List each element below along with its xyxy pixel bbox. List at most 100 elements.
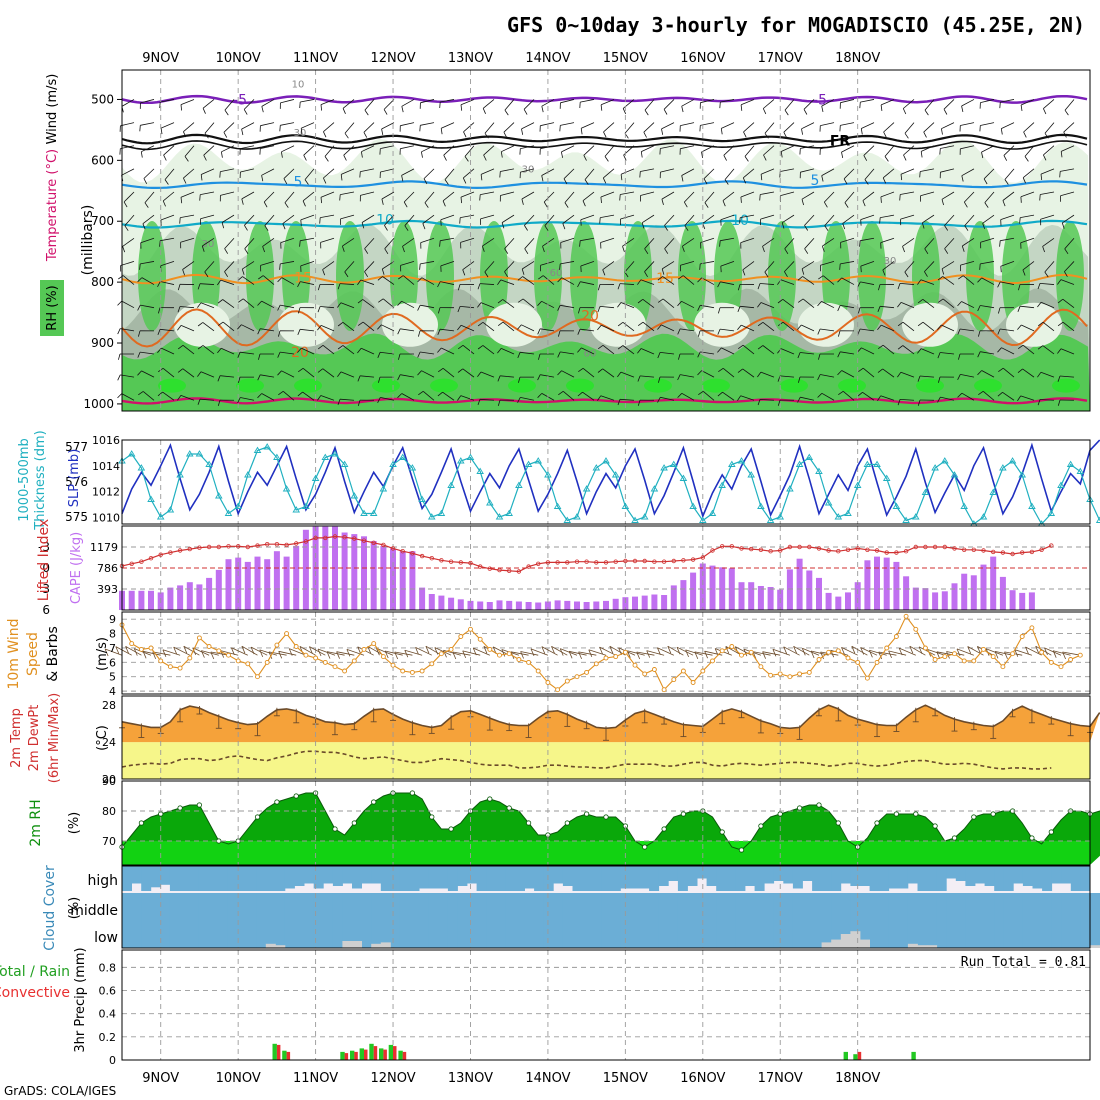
wind-barb bbox=[121, 300, 135, 309]
wind-barb-flag bbox=[917, 399, 921, 406]
wind-barb-flag bbox=[860, 266, 862, 273]
rh-marker bbox=[525, 820, 532, 826]
wind-barb-flag bbox=[597, 306, 601, 313]
wind-barb bbox=[663, 99, 675, 110]
wind-barb bbox=[703, 168, 715, 179]
cape-bar bbox=[603, 600, 609, 610]
wind-barb-flag bbox=[300, 219, 302, 226]
wind-barb bbox=[182, 344, 195, 355]
wind-barb-flag bbox=[757, 399, 761, 406]
wind-speed-marker bbox=[177, 665, 183, 671]
wind-barb bbox=[381, 324, 395, 332]
wind-barb-flag bbox=[818, 275, 824, 280]
wind-barb bbox=[400, 328, 415, 332]
wind-barb-flag bbox=[568, 651, 573, 659]
wind-barb-flag bbox=[637, 298, 644, 304]
wind-barb-flag bbox=[1064, 248, 1069, 255]
thickness-marker bbox=[941, 457, 949, 464]
lifted-index-marker bbox=[661, 559, 667, 564]
wind-barb-flag bbox=[860, 128, 863, 135]
wind-barb bbox=[742, 368, 755, 378]
wind-barb bbox=[1064, 238, 1075, 250]
wind-barb bbox=[642, 298, 655, 309]
wind-barb bbox=[224, 238, 235, 249]
wind-barb bbox=[344, 122, 355, 134]
cloud-high-bar bbox=[745, 866, 755, 886]
wind-barb-flag bbox=[241, 129, 244, 136]
wind-barb bbox=[980, 351, 995, 355]
wind-barb bbox=[801, 261, 815, 270]
wind-barb-flag bbox=[417, 351, 421, 358]
wind-barb bbox=[160, 214, 175, 221]
rh-marker bbox=[332, 826, 338, 832]
wind-barb-flag bbox=[404, 650, 409, 658]
cape-bar bbox=[574, 601, 580, 610]
cape-bar bbox=[254, 556, 261, 610]
wind-barb-flag bbox=[838, 390, 844, 396]
wind-barb-flag bbox=[137, 370, 142, 376]
wind-barbs-label: & Barbs bbox=[45, 626, 61, 682]
wind-barb bbox=[125, 646, 142, 656]
cloud-middle-bar bbox=[438, 893, 449, 948]
wind-barb bbox=[903, 145, 915, 156]
wind-barb bbox=[961, 301, 975, 309]
wind-barb-flag bbox=[943, 109, 948, 115]
wind-barb bbox=[1024, 145, 1035, 157]
wind-barb bbox=[180, 191, 195, 198]
wind-barb-flag bbox=[944, 248, 949, 254]
wind-barb bbox=[521, 324, 535, 332]
precip-total-bar bbox=[379, 1048, 384, 1060]
wind-barb-flag bbox=[320, 104, 322, 111]
wind-barb-flag bbox=[857, 328, 861, 335]
wind-barb bbox=[641, 214, 655, 224]
wind-barb-flag bbox=[559, 125, 561, 132]
wind-barb-flag bbox=[177, 368, 184, 373]
wind-barb bbox=[1022, 344, 1035, 355]
cape-bar bbox=[728, 568, 735, 610]
wind-barb bbox=[821, 301, 835, 309]
lifted-index-marker bbox=[129, 561, 134, 566]
wind-barb-flag bbox=[177, 306, 181, 313]
wind-barb bbox=[340, 191, 355, 195]
wind-barb-flag bbox=[657, 352, 661, 359]
lifted-index-marker bbox=[778, 548, 783, 553]
temp-tick-label: 20 bbox=[102, 773, 116, 786]
lifted-index-marker bbox=[565, 560, 570, 565]
wind-barb-flag bbox=[257, 328, 261, 335]
cloud-high-bar bbox=[898, 866, 909, 889]
wind-barb bbox=[1000, 281, 1015, 285]
isotherm-5 bbox=[121, 180, 1088, 190]
wind-barb-flag bbox=[1057, 321, 1064, 327]
lifted-index-marker bbox=[226, 544, 231, 549]
lifted-index-line bbox=[121, 535, 1052, 573]
cloud-middle-bar bbox=[1090, 893, 1100, 948]
wind-barb-flag bbox=[162, 649, 167, 657]
wind-barb bbox=[184, 145, 195, 157]
wind-barb bbox=[880, 305, 895, 309]
wind-barb-flag bbox=[917, 348, 922, 354]
wind-barb-flag bbox=[524, 248, 529, 255]
wind-speed-marker bbox=[487, 646, 493, 652]
wind-barb bbox=[783, 646, 800, 656]
cloud-middle-bar bbox=[342, 893, 353, 948]
wind-barb bbox=[283, 168, 295, 179]
lifted-index-marker bbox=[681, 558, 686, 563]
wind-barb bbox=[962, 237, 975, 247]
wind-barb-flag bbox=[764, 271, 769, 278]
date-axis-top: 9NOV 10NOV 11NOV 12NOV 13NOV 14NOV 15NOV 16NOV 1… bbox=[142, 51, 880, 66]
wind-barb-flag bbox=[877, 324, 882, 330]
wind-barb bbox=[560, 261, 575, 265]
wind-barb-flag bbox=[620, 174, 623, 181]
thickness-marker bbox=[728, 460, 736, 467]
wind-barb bbox=[620, 214, 635, 220]
wind-barb-flag bbox=[941, 268, 945, 275]
thickness-marker bbox=[931, 464, 939, 471]
cloud-high-bar bbox=[630, 866, 640, 889]
wind-barb bbox=[343, 145, 355, 156]
wind-speed-marker bbox=[806, 669, 812, 675]
lifted-index-label: Lifted Index bbox=[36, 519, 52, 601]
wind-barb bbox=[1062, 214, 1075, 224]
wind-barb bbox=[452, 651, 471, 656]
cloud-middle-bar bbox=[189, 893, 200, 948]
